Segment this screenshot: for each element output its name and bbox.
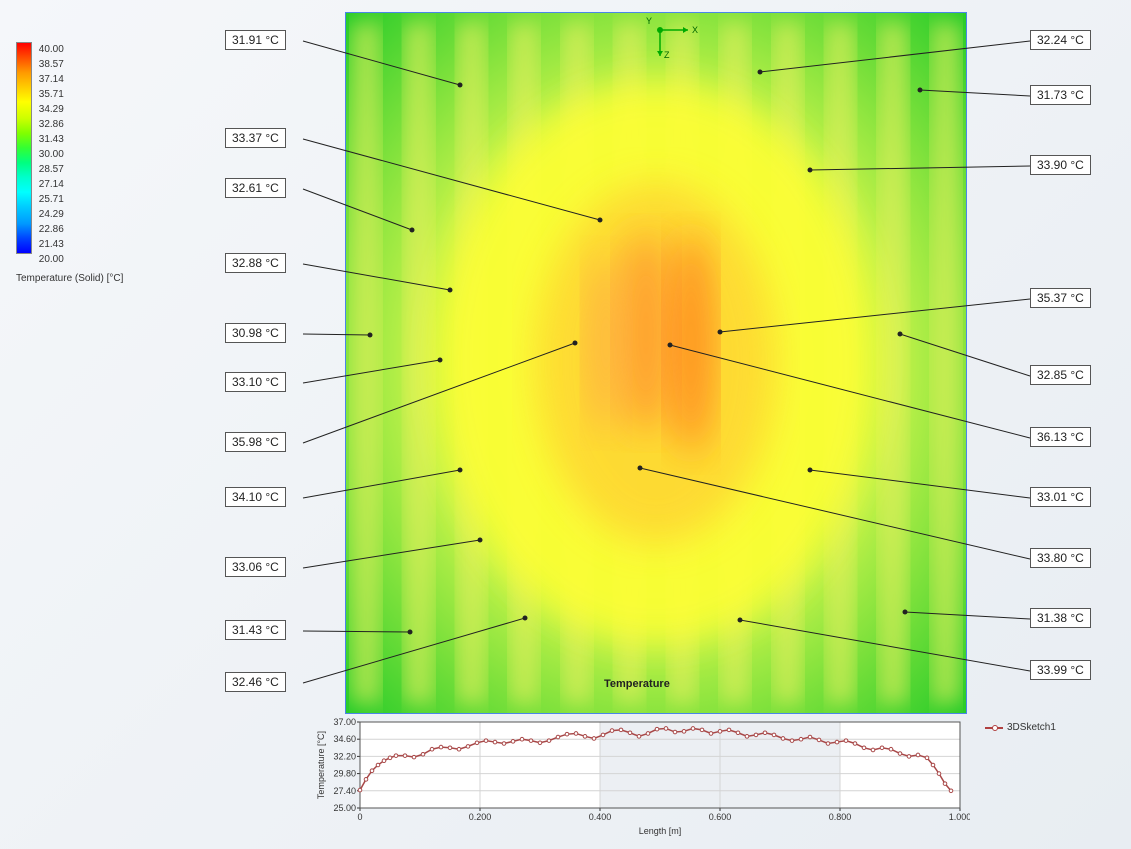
legend-tick: 34.29: [39, 102, 64, 117]
probe-label[interactable]: 32.85 °C: [1030, 365, 1091, 385]
thermal-map[interactable]: [345, 12, 967, 714]
legend-gradient: [16, 42, 32, 254]
legend-tick: 24.29: [39, 207, 64, 222]
legend-title: Temperature (Solid) [°C]: [16, 273, 123, 284]
svg-text:27.40: 27.40: [333, 786, 356, 796]
svg-text:0.800: 0.800: [829, 812, 852, 822]
probe-label[interactable]: 30.98 °C: [225, 323, 286, 343]
probe-label[interactable]: 32.61 °C: [225, 178, 286, 198]
line-chart[interactable]: 37.00 34.60 32.20 29.80 27.40 25.000 0.200 0.40…: [310, 716, 970, 836]
legend-tick: 37.14: [39, 72, 64, 87]
probe-label[interactable]: 32.88 °C: [225, 253, 286, 273]
probe-label[interactable]: 34.10 °C: [225, 487, 286, 507]
svg-text:Length [m]: Length [m]: [639, 826, 682, 836]
probe-label[interactable]: 32.24 °C: [1030, 30, 1091, 50]
probe-label[interactable]: 33.99 °C: [1030, 660, 1091, 680]
probe-label[interactable]: 31.38 °C: [1030, 608, 1091, 628]
legend-tick: 32.86: [39, 117, 64, 132]
legend-tick: 20.00: [39, 252, 64, 267]
legend-ticks: 40.0038.5737.1435.7134.2932.8631.4330.00…: [39, 42, 64, 267]
legend-tick: 40.00: [39, 42, 64, 57]
legend-tick: 28.57: [39, 162, 64, 177]
svg-text:0.400: 0.400: [589, 812, 612, 822]
legend-tick: 21.43: [39, 237, 64, 252]
legend-tick: 31.43: [39, 132, 64, 147]
probe-label[interactable]: 33.90 °C: [1030, 155, 1091, 175]
legend-swatch: [985, 727, 1003, 729]
svg-text:1.000: 1.000: [949, 812, 970, 822]
legend-tick: 27.14: [39, 177, 64, 192]
svg-text:0.200: 0.200: [469, 812, 492, 822]
probe-label[interactable]: 33.80 °C: [1030, 548, 1091, 568]
probe-label[interactable]: 31.43 °C: [225, 620, 286, 640]
probe-label[interactable]: 35.37 °C: [1030, 288, 1091, 308]
chart-legend: 3DSketch1: [985, 722, 1056, 733]
map-title: Temperature: [604, 678, 670, 690]
probe-label[interactable]: 35.98 °C: [225, 432, 286, 452]
color-legend: 40.0038.5737.1435.7134.2932.8631.4330.00…: [16, 42, 123, 284]
svg-text:Temperature [°C]: Temperature [°C]: [316, 731, 326, 799]
axis-y-label: Y: [646, 16, 652, 26]
svg-text:37.00: 37.00: [333, 717, 356, 727]
series-name: 3DSketch1: [1007, 722, 1056, 733]
legend-tick: 38.57: [39, 57, 64, 72]
probe-label[interactable]: 32.46 °C: [225, 672, 286, 692]
legend-tick: 22.86: [39, 222, 64, 237]
legend-tick: 25.71: [39, 192, 64, 207]
probe-label[interactable]: 33.10 °C: [225, 372, 286, 392]
probe-label[interactable]: 31.73 °C: [1030, 85, 1091, 105]
svg-text:0.600: 0.600: [709, 812, 732, 822]
svg-text:0: 0: [357, 812, 362, 822]
legend-tick: 30.00: [39, 147, 64, 162]
svg-text:34.60: 34.60: [333, 734, 356, 744]
svg-text:32.20: 32.20: [333, 751, 356, 761]
probe-label[interactable]: 33.01 °C: [1030, 487, 1091, 507]
svg-text:29.80: 29.80: [333, 769, 356, 779]
axis-triad[interactable]: X Z Y: [640, 8, 700, 68]
axis-x-label: X: [692, 25, 698, 35]
probe-label[interactable]: 33.37 °C: [225, 128, 286, 148]
probe-label[interactable]: 36.13 °C: [1030, 427, 1091, 447]
probe-label[interactable]: 31.91 °C: [225, 30, 286, 50]
probe-label[interactable]: 33.06 °C: [225, 557, 286, 577]
svg-text:25.00: 25.00: [333, 803, 356, 813]
axis-z-label: Z: [664, 50, 670, 60]
legend-tick: 35.71: [39, 87, 64, 102]
